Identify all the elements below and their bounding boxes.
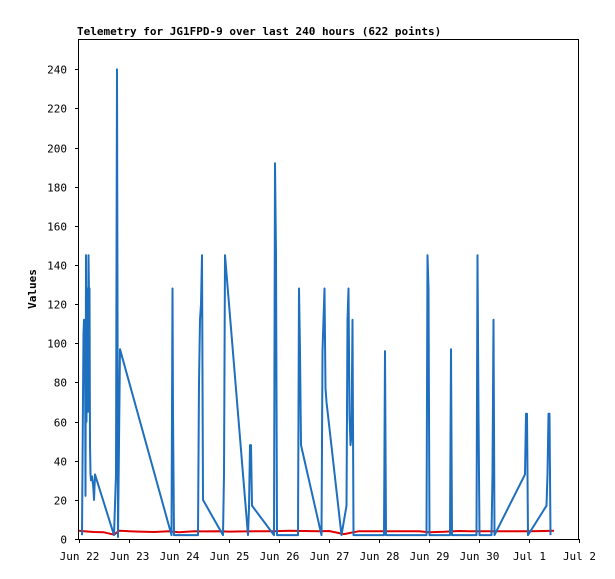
x-tick-label: Jun 25 bbox=[210, 550, 250, 563]
y-tick-label: 240 bbox=[47, 64, 67, 77]
series-layer bbox=[78, 68, 555, 538]
x-tick-label: Jun 24 bbox=[160, 550, 200, 563]
x-tick-label: Jun 27 bbox=[310, 550, 350, 563]
y-tick-label: 140 bbox=[47, 260, 67, 273]
x-tick-label: Jul 1 bbox=[513, 550, 546, 563]
y-tick-label: 100 bbox=[47, 338, 67, 351]
x-tick-label: Jun 23 bbox=[110, 550, 150, 563]
x-tick-label: Jun 26 bbox=[260, 550, 300, 563]
y-tick-label: 200 bbox=[47, 143, 67, 156]
x-tick-label: Jun 29 bbox=[410, 550, 450, 563]
y-axis-ticks: 0 20 40 60 80 100 120 140 160 180 200 220 240 bbox=[47, 64, 79, 547]
y-axis-label: Values bbox=[26, 269, 39, 309]
y-tick-label: 20 bbox=[54, 495, 67, 508]
y-tick-label: 120 bbox=[47, 299, 67, 312]
x-axis-ticks: Jun 22 Jun 23 Jun 24 Jun 25 Jun 26 Jun 27 Jun … bbox=[60, 539, 596, 563]
plot-area-frame bbox=[78, 39, 579, 540]
series-line bbox=[78, 529, 555, 536]
x-tick-label: Jun 28 bbox=[360, 550, 400, 563]
y-tick-label: 0 bbox=[60, 534, 67, 547]
y-tick-label: 160 bbox=[47, 221, 67, 234]
x-tick-label: Jun 30 bbox=[460, 550, 500, 563]
y-tick-label: 40 bbox=[54, 456, 67, 469]
y-tick-label: 180 bbox=[47, 182, 67, 195]
chart-title: Telemetry for JG1FPD-9 over last 240 hou… bbox=[77, 25, 441, 38]
y-tick-label: 80 bbox=[54, 377, 67, 390]
x-tick-label: Jul 2 bbox=[563, 550, 596, 563]
y-tick-label: 220 bbox=[47, 103, 67, 116]
y-tick-label: 60 bbox=[54, 417, 67, 430]
x-tick-label: Jun 22 bbox=[60, 550, 100, 563]
series-line bbox=[81, 68, 552, 538]
